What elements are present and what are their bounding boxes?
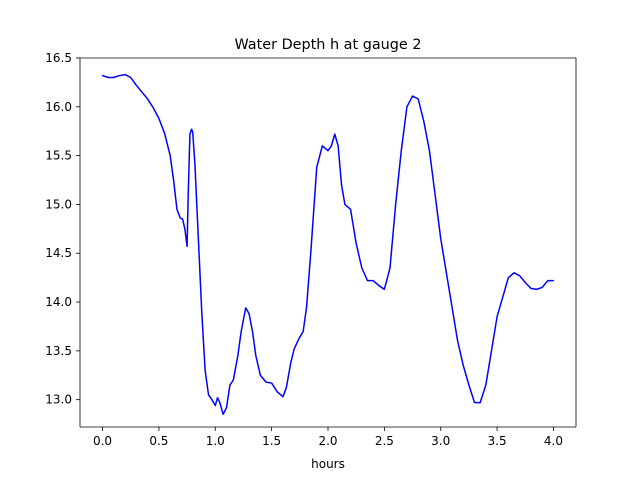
x-tick-label: 3.0: [431, 434, 450, 448]
y-tick-label: 15.0: [45, 197, 72, 211]
y-tick-label: 13.0: [45, 393, 72, 407]
y-tick-label: 15.5: [45, 149, 72, 163]
series-line-0: [101, 73, 555, 416]
x-tick-label: 2.5: [375, 434, 394, 448]
x-axis-label: hours: [311, 457, 345, 471]
chart-title: Water Depth h at gauge 2: [234, 37, 421, 53]
y-tick-label: 14.0: [45, 295, 72, 309]
y-tick-label: 16.0: [45, 100, 72, 114]
x-tick-label: 0.0: [93, 434, 112, 448]
y-tick-label: 16.5: [45, 51, 72, 65]
x-tick-label: 1.5: [262, 434, 281, 448]
x-tick-label: 3.5: [488, 434, 507, 448]
axes: 0.0 0.5 1.0 1.5 2.0 2.5 3.0 3.5 4.0 13.0 13.5 14.0 1…: [45, 51, 577, 448]
plot-area: [101, 73, 555, 416]
y-tick-label: 14.5: [45, 246, 72, 260]
x-tick-label: 1.0: [206, 434, 225, 448]
x-tick-label: 2.0: [318, 434, 337, 448]
x-tick-label: 4.0: [544, 434, 563, 448]
x-tick-label: 0.5: [149, 434, 168, 448]
y-tick-label: 13.5: [45, 344, 72, 358]
